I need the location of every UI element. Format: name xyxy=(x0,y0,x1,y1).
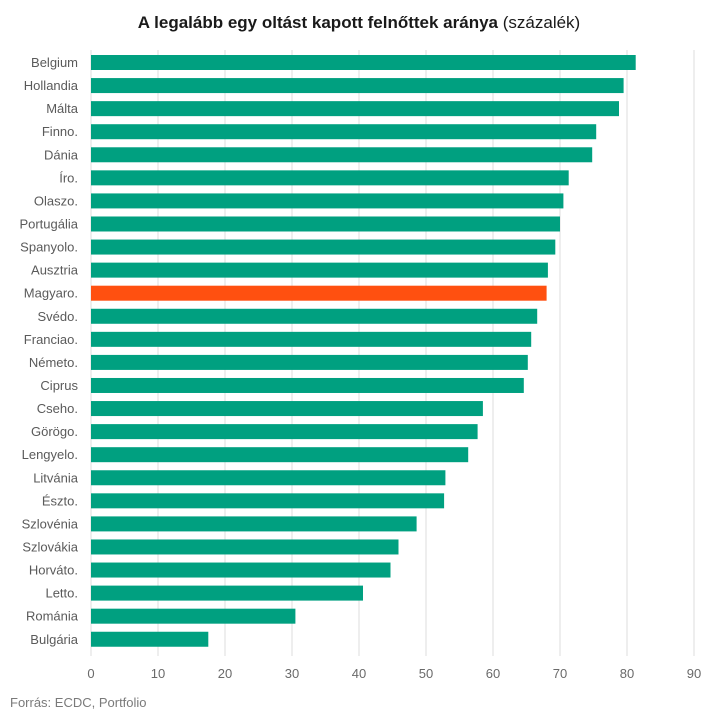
category-label: Belgium xyxy=(31,55,78,70)
x-tick-label: 0 xyxy=(87,666,94,681)
category-label: Horváto. xyxy=(29,563,78,578)
x-tick-label: 50 xyxy=(419,666,433,681)
bar xyxy=(91,539,399,555)
x-tick-label: 20 xyxy=(218,666,232,681)
bar xyxy=(91,516,417,532)
bar xyxy=(91,262,548,278)
bar xyxy=(91,78,624,94)
bar xyxy=(91,55,636,70)
bar xyxy=(91,377,524,393)
category-label: Lengyelo. xyxy=(22,447,78,462)
bar xyxy=(91,424,478,440)
x-tick-label: 90 xyxy=(687,666,701,681)
source-note: Forrás: ECDC, Portfolio xyxy=(10,695,147,710)
category-label: Franciao. xyxy=(24,332,78,347)
category-label: Románia xyxy=(26,609,79,624)
x-tick-label: 30 xyxy=(285,666,299,681)
bar xyxy=(91,170,569,186)
bar xyxy=(91,401,483,417)
bar xyxy=(91,447,469,463)
category-label: Letto. xyxy=(45,586,78,601)
bar xyxy=(91,631,209,647)
category-label: Magyaro. xyxy=(24,286,78,301)
category-label: Dánia xyxy=(44,147,79,162)
bar xyxy=(91,608,296,624)
x-tick-label: 80 xyxy=(620,666,634,681)
category-label: Görögo. xyxy=(31,424,78,439)
bar xyxy=(91,308,538,324)
category-label: Szlovákia xyxy=(22,539,78,554)
category-label: Spanyolo. xyxy=(20,240,78,255)
title-main: A legalább egy oltást kapott felnőttek a… xyxy=(137,13,499,32)
category-label: Finno. xyxy=(42,124,78,139)
category-label: Portugália xyxy=(19,216,78,231)
bar xyxy=(91,562,391,578)
category-label: Ciprus xyxy=(40,378,78,393)
bar xyxy=(91,585,363,601)
x-tick-label: 60 xyxy=(486,666,500,681)
category-label: Bulgária xyxy=(30,632,78,647)
x-tick-label: 70 xyxy=(553,666,567,681)
category-label: Szlovénia xyxy=(22,516,79,531)
bar xyxy=(91,216,560,232)
category-label: Málta xyxy=(46,101,79,116)
bar xyxy=(91,239,556,255)
bar xyxy=(91,285,547,301)
category-label: Hollandia xyxy=(24,78,79,93)
x-tick-label: 10 xyxy=(151,666,165,681)
category-label: Litvánia xyxy=(33,470,79,485)
chart-title: A legalább egy oltást kapott felnőttek a… xyxy=(0,13,718,33)
bar xyxy=(91,470,446,486)
bar xyxy=(91,124,597,140)
bar xyxy=(91,147,593,163)
category-label: Olaszo. xyxy=(34,193,78,208)
category-label: Ausztria xyxy=(31,263,79,278)
category-label: Észto. xyxy=(42,493,78,508)
category-label: Svédo. xyxy=(38,309,78,324)
bar xyxy=(91,493,445,509)
category-label: Németo. xyxy=(29,355,78,370)
x-tick-label: 40 xyxy=(352,666,366,681)
category-label: Cseho. xyxy=(37,401,78,416)
title-unit: (százalék) xyxy=(502,13,581,32)
bar xyxy=(91,193,564,209)
category-label: Íro. xyxy=(59,170,78,185)
bar xyxy=(91,354,528,370)
bar xyxy=(91,331,532,347)
bar xyxy=(91,101,619,117)
